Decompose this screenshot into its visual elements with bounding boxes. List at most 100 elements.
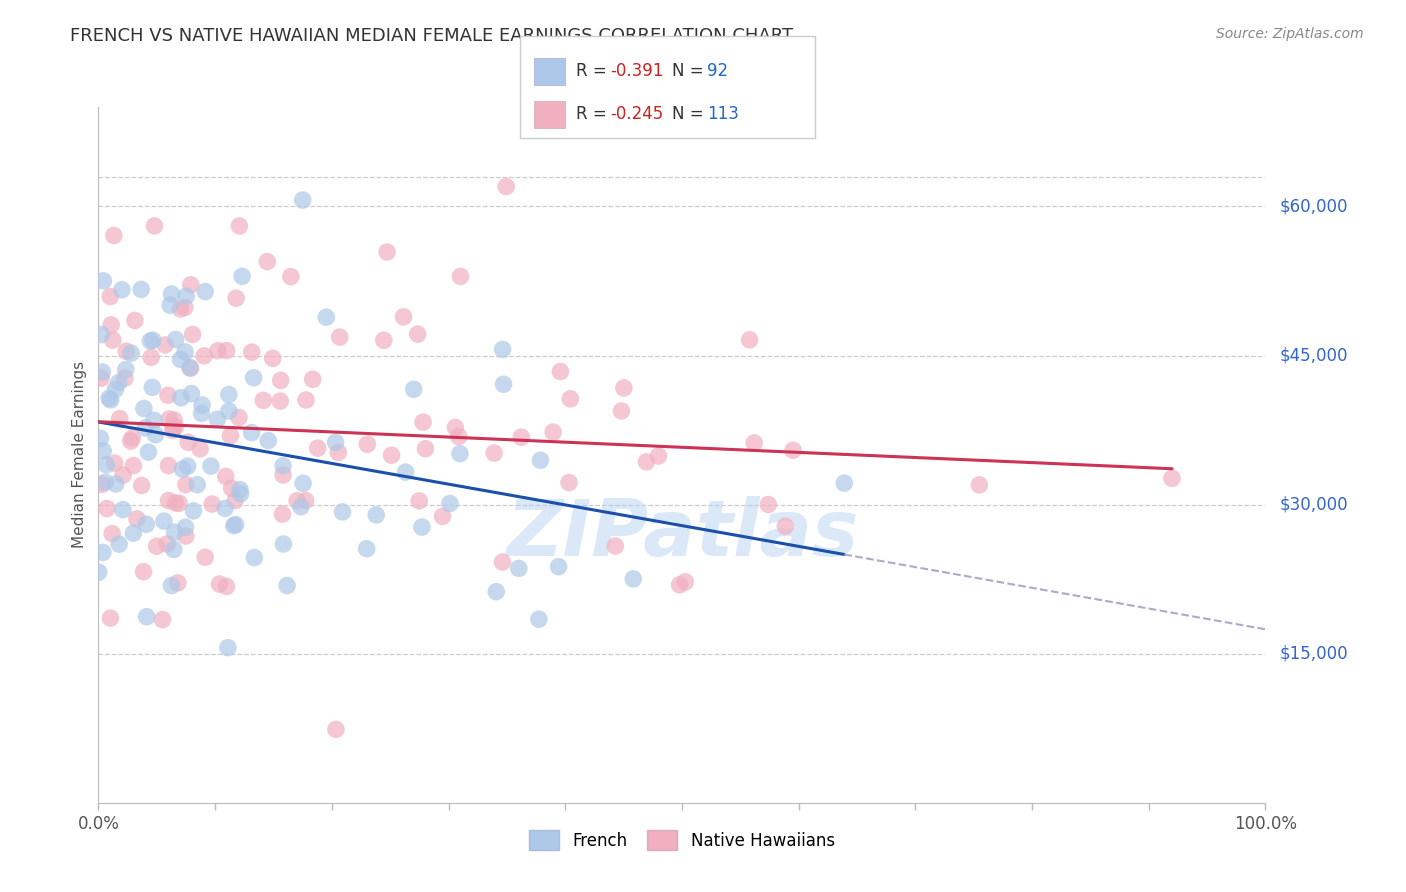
Point xyxy=(224,493,246,508)
Point xyxy=(449,447,471,461)
Point xyxy=(328,445,350,459)
Point xyxy=(169,301,191,316)
Point xyxy=(432,509,454,524)
Point xyxy=(508,561,530,575)
Point xyxy=(160,578,183,592)
Point xyxy=(104,383,127,397)
Point xyxy=(101,526,124,541)
Point xyxy=(170,391,193,405)
Point xyxy=(242,370,264,384)
Point xyxy=(143,413,166,427)
Point xyxy=(215,469,238,483)
Point xyxy=(547,559,569,574)
Point xyxy=(366,508,388,522)
Point xyxy=(172,462,194,476)
Point xyxy=(104,477,127,491)
Point xyxy=(194,550,217,565)
Point xyxy=(613,381,636,395)
Point xyxy=(217,640,239,655)
Point xyxy=(219,428,242,442)
Point xyxy=(332,505,354,519)
Point xyxy=(157,458,180,473)
Point xyxy=(775,519,797,533)
Point xyxy=(256,254,278,268)
Text: -0.245: -0.245 xyxy=(610,105,664,123)
Point xyxy=(162,424,184,438)
Point xyxy=(131,478,153,492)
Point xyxy=(98,392,121,406)
Point xyxy=(122,526,145,541)
Point xyxy=(114,371,136,385)
Point xyxy=(495,179,517,194)
Point xyxy=(294,493,316,508)
Point xyxy=(449,269,471,284)
Point xyxy=(439,496,461,510)
Point xyxy=(91,443,114,458)
Point xyxy=(782,443,804,458)
Point xyxy=(163,542,186,557)
Point xyxy=(179,360,201,375)
Point xyxy=(215,343,238,358)
Point xyxy=(153,338,176,352)
Point xyxy=(134,421,156,435)
Point xyxy=(163,413,186,427)
Point xyxy=(165,420,187,434)
Point xyxy=(159,298,181,312)
Point xyxy=(240,345,263,359)
Point xyxy=(280,269,302,284)
Point xyxy=(262,351,284,366)
Point xyxy=(291,193,314,207)
Point xyxy=(271,458,294,473)
Text: 113: 113 xyxy=(707,105,740,123)
Point xyxy=(145,427,167,442)
Text: R =: R = xyxy=(576,105,613,123)
Point xyxy=(214,501,236,516)
Point xyxy=(610,404,633,418)
Point xyxy=(108,411,131,425)
Point xyxy=(186,477,208,491)
Point xyxy=(541,425,564,439)
Point xyxy=(408,494,430,508)
Point xyxy=(271,467,294,482)
Point xyxy=(181,327,204,342)
Point xyxy=(115,344,138,359)
Point xyxy=(132,401,155,416)
Point xyxy=(94,475,117,490)
Point xyxy=(225,291,247,305)
Point xyxy=(141,351,163,365)
Point xyxy=(162,419,184,434)
Point xyxy=(969,478,991,492)
Text: R =: R = xyxy=(576,62,613,80)
Point xyxy=(240,425,263,440)
Text: Source: ZipAtlas.com: Source: ZipAtlas.com xyxy=(1216,27,1364,41)
Point xyxy=(307,441,329,455)
Text: $60,000: $60,000 xyxy=(1279,197,1348,216)
Point xyxy=(647,449,669,463)
Point xyxy=(121,431,143,445)
Point xyxy=(411,520,433,534)
Point xyxy=(96,458,118,472)
Point xyxy=(412,415,434,429)
Text: $30,000: $30,000 xyxy=(1279,496,1348,514)
Point xyxy=(138,445,160,459)
Point xyxy=(325,723,347,737)
Point xyxy=(295,392,318,407)
Point xyxy=(444,420,467,434)
Point xyxy=(180,277,202,292)
Point xyxy=(183,504,205,518)
Point xyxy=(167,496,190,510)
Point xyxy=(290,500,312,514)
Text: N =: N = xyxy=(672,62,709,80)
Point xyxy=(228,410,250,425)
Point xyxy=(193,349,215,363)
Point xyxy=(139,334,162,348)
Point xyxy=(270,373,292,387)
Point xyxy=(375,245,398,260)
Point xyxy=(122,458,145,473)
Point xyxy=(329,330,352,344)
Point xyxy=(169,352,191,367)
Point xyxy=(166,575,188,590)
Point xyxy=(491,555,513,569)
Text: FRENCH VS NATIVE HAWAIIAN MEDIAN FEMALE EARNINGS CORRELATION CHART: FRENCH VS NATIVE HAWAIIAN MEDIAN FEMALE … xyxy=(70,27,793,45)
Point xyxy=(191,398,214,412)
